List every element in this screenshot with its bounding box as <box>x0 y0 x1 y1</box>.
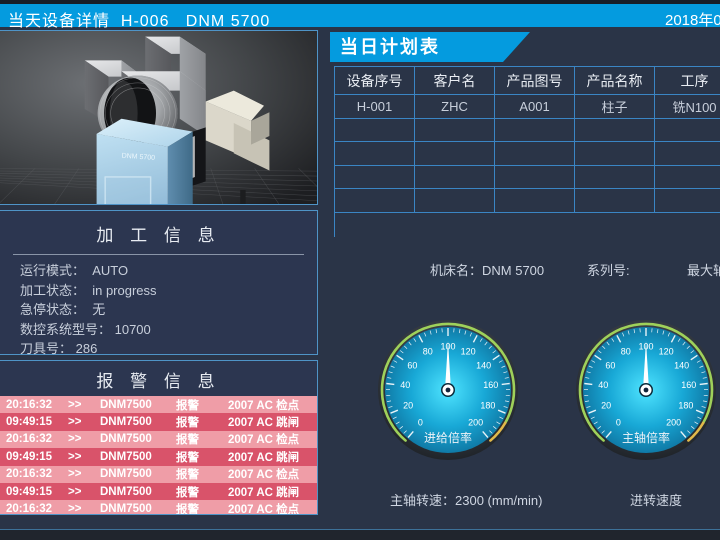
svg-text:40: 40 <box>400 380 410 390</box>
svg-text:180: 180 <box>480 400 495 410</box>
svg-text:80: 80 <box>621 346 631 356</box>
svg-text:120: 120 <box>659 346 674 356</box>
svg-text:140: 140 <box>674 360 689 370</box>
svg-text:200: 200 <box>468 417 483 427</box>
svg-text:60: 60 <box>407 360 417 370</box>
svg-text:80: 80 <box>423 346 433 356</box>
svg-text:进给倍率: 进给倍率 <box>424 430 472 445</box>
svg-text:140: 140 <box>476 360 491 370</box>
svg-text:160: 160 <box>681 380 696 390</box>
svg-text:20: 20 <box>403 400 413 410</box>
svg-text:20: 20 <box>601 400 611 410</box>
svg-text:0: 0 <box>616 417 621 427</box>
svg-text:40: 40 <box>598 380 608 390</box>
svg-text:0: 0 <box>418 417 423 427</box>
svg-text:60: 60 <box>605 360 615 370</box>
svg-text:主轴倍率: 主轴倍率 <box>622 430 670 445</box>
svg-text:160: 160 <box>483 380 498 390</box>
svg-text:180: 180 <box>678 400 693 410</box>
svg-text:200: 200 <box>666 417 681 427</box>
svg-text:120: 120 <box>461 346 476 356</box>
